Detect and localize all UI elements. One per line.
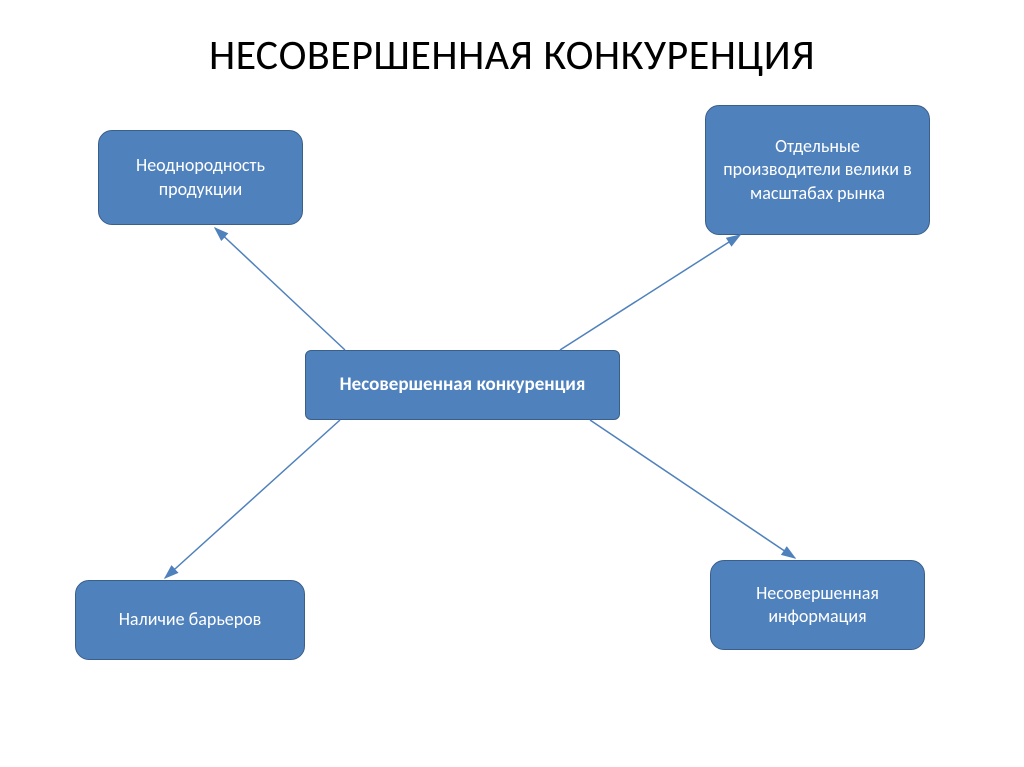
node-center: Несовершенная конкуренция (305, 350, 620, 420)
node-bottom-left: Наличие барьеров (75, 580, 305, 660)
node-top-left: Неоднородность продукции (98, 130, 303, 225)
diagram-title: НЕСОВЕРШЕННАЯ КОНКУРЕНЦИЯ (0, 30, 1024, 81)
node-bottom-right: Несовершенная информация (710, 560, 925, 650)
node-top-right: Отдельные производители велики в масштаб… (705, 105, 930, 235)
